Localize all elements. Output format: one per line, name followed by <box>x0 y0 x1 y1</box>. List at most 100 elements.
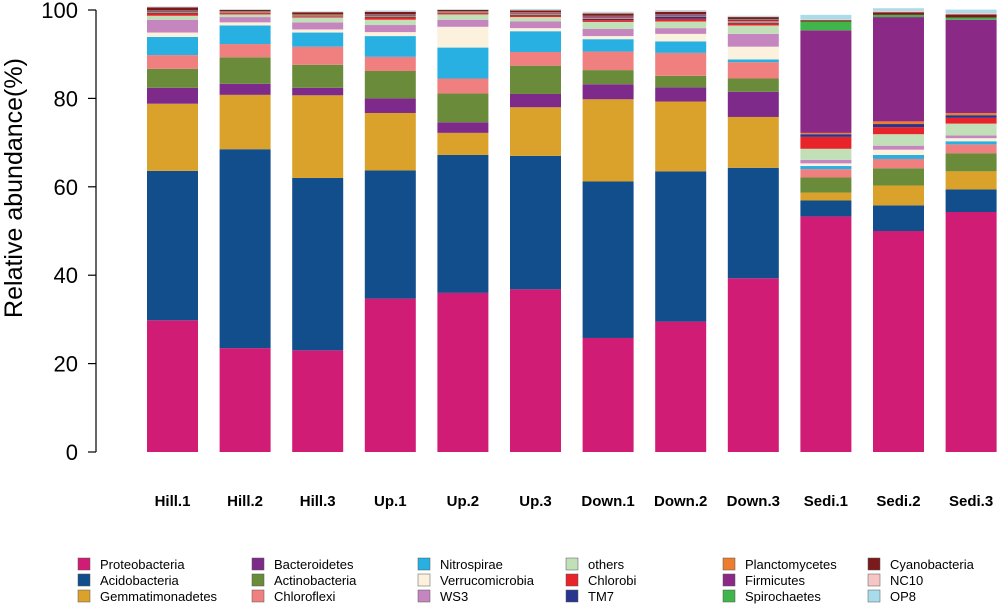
bar-segment-actinobacteria <box>873 168 924 186</box>
legend-swatch <box>251 557 265 571</box>
bar-segment-gemmatimonadetes <box>437 132 489 155</box>
x-tick-label: Sedi.1 <box>804 493 848 510</box>
bar-segment-others <box>800 148 852 160</box>
legend-item: WS3 <box>417 589 468 604</box>
legend-label: Cyanobacteria <box>890 557 975 572</box>
bar-segment-spirochaetes <box>800 21 852 31</box>
legend-label: OP8 <box>890 589 916 604</box>
bar-segment-verrucomicrobia <box>727 46 779 60</box>
bar-segment-others <box>655 21 707 29</box>
bar-segment-bacteroidetes <box>582 84 634 100</box>
legend-label: TM7 <box>588 589 614 604</box>
bar-segment-ws3 <box>800 159 852 164</box>
bar-segment-spirochaetes <box>873 14 924 18</box>
bar-stack-Hill.3 <box>292 11 344 452</box>
legend-label: Spirochaetes <box>745 589 821 604</box>
bar-segment-ws3 <box>727 33 779 47</box>
legend-swatch <box>565 557 579 571</box>
bar-segment-others <box>945 123 997 136</box>
bar-segment-gemmatimonadetes <box>727 116 779 168</box>
legend-item: Planctomycetes <box>722 557 837 572</box>
bar-segment-acidobacteria <box>945 189 997 212</box>
bar-stack-Hill.2 <box>219 9 271 452</box>
bar-segment-actinobacteria <box>147 68 198 88</box>
bar-segment-bacteroidetes <box>147 87 198 104</box>
bar-segment-bacteroidetes <box>364 98 416 113</box>
bar-segment-firmicutes <box>364 14 416 16</box>
bar-segment-verrucomicrobia <box>510 28 561 32</box>
bar-segment-ws3 <box>219 17 271 23</box>
y-tick-label: 0 <box>66 440 78 465</box>
bar-segment-nitrospirae <box>219 25 271 45</box>
bar-segment-chloroflexi <box>364 56 416 71</box>
legend: Proteobacteria Bacteroidetes Nitrospirae ot… <box>77 557 975 604</box>
bar-segment-cyanobacteria <box>727 17 779 20</box>
legend-item: OP8 <box>867 589 916 604</box>
bar-segment-chloroflexi <box>655 52 707 76</box>
bar-segment-ws3 <box>655 28 707 34</box>
bar-segment-actinobacteria <box>292 64 344 88</box>
bar-stack-Up.2 <box>437 9 489 452</box>
bar-stack-Hill.1 <box>147 6 198 452</box>
bar-segment-verrucomicrobia <box>873 149 924 155</box>
bar-segment-acidobacteria <box>582 181 634 338</box>
x-tick-label: Hill.1 <box>155 493 191 510</box>
bar-segment-actinobacteria <box>727 78 779 92</box>
bar-segment-chloroflexi <box>510 51 561 66</box>
bar-segment-cyanobacteria <box>873 12 924 15</box>
bar-segment-others <box>147 15 198 20</box>
bar-segment-chlorobi <box>292 16 344 18</box>
bar-segment-bacteroidetes <box>655 87 707 102</box>
bar-segment-actinobacteria <box>364 70 416 99</box>
bar-segment-nitrospirae <box>510 31 561 52</box>
bar-segment-acidobacteria <box>437 154 489 293</box>
x-tick-label: Down.2 <box>654 493 707 510</box>
bar-segment-nitrospirae <box>945 141 997 145</box>
bar-segment-actinobacteria <box>437 93 489 123</box>
bar-segment-nitrospirae <box>727 59 779 63</box>
bar-segment-others <box>727 25 779 34</box>
legend-swatch <box>867 573 881 587</box>
legend-label: Planctomycetes <box>745 557 837 572</box>
bar-segment-proteobacteria <box>437 292 489 452</box>
bar-segment-gemmatimonadetes <box>945 171 997 190</box>
bar-segment-tm7 <box>873 124 924 128</box>
bar-segment-acidobacteria <box>510 155 561 290</box>
legend-item: Spirochaetes <box>722 589 821 604</box>
bar-segment-chloroflexi <box>292 46 344 65</box>
bar-segment-ws3 <box>292 22 344 30</box>
bar-segment-op8 <box>510 9 561 10</box>
legend-label: Gemmatimonadetes <box>100 589 218 604</box>
bar-segment-gemmatimonadetes <box>873 185 924 206</box>
legend-item: Gemmatimonadetes <box>77 589 218 604</box>
bar-segment-acidobacteria <box>219 149 271 349</box>
legend-swatch <box>722 573 736 587</box>
bar-segment-proteobacteria <box>945 211 997 452</box>
legend-swatch <box>77 557 91 571</box>
bar-segment-cyanobacteria <box>292 12 344 15</box>
bar-segment-proteobacteria <box>510 289 561 452</box>
bar-segment-planctomycetes <box>147 11 198 14</box>
bar-segment-ws3 <box>510 21 561 29</box>
bar-segment-verrucomicrobia <box>582 36 634 40</box>
bar-stack-Down.2 <box>655 10 707 452</box>
bar-segment-firmicutes <box>945 19 997 113</box>
bar-segment-actinobacteria <box>800 177 852 193</box>
bar-segment-proteobacteria <box>582 337 634 452</box>
bar-segment-others <box>437 14 489 20</box>
bar-segment-cyanobacteria <box>655 11 707 14</box>
bar-segment-acidobacteria <box>727 167 779 279</box>
bar-segment-cyanobacteria <box>437 10 489 12</box>
bar-segment-tm7 <box>727 22 779 24</box>
bar-stack-Sedi.2 <box>873 8 924 452</box>
bar-segment-tm7 <box>364 17 416 18</box>
legend-item: Cyanobacteria <box>867 557 975 572</box>
bar-segment-op8 <box>364 10 416 12</box>
bar-segment-chlorobi <box>510 15 561 18</box>
bar-segment-others <box>873 134 924 146</box>
x-tick-label: Down.3 <box>727 493 780 510</box>
bar-segment-cyanobacteria <box>510 10 561 13</box>
bar-segment-verrucomicrobia <box>147 32 198 37</box>
bar-segment-others <box>292 17 344 23</box>
